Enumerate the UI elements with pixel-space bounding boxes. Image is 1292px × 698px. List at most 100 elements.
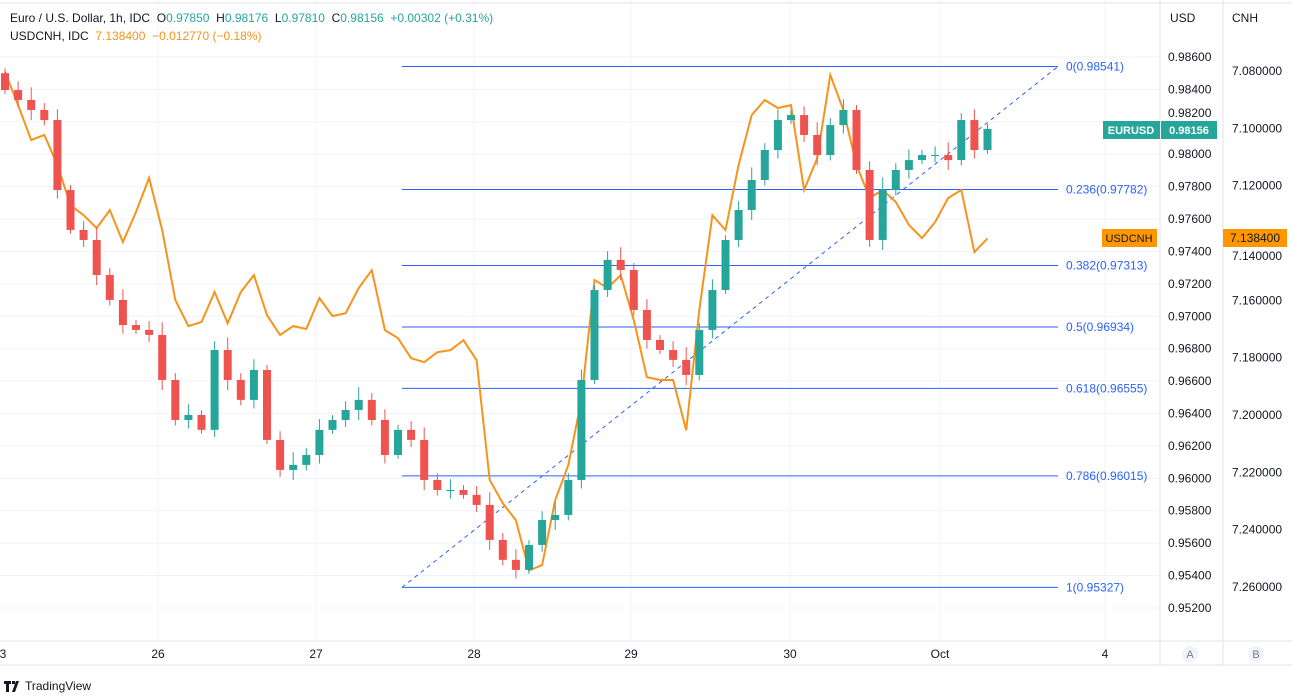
candle-down [263, 365, 271, 444]
cnh-tick-label: 7.120000 [1232, 179, 1282, 193]
candle-down [118, 289, 127, 334]
fib-level-label: 0.618(0.96555) [1066, 381, 1147, 395]
cnh-axis[interactable]: 7.080000 7.100000 7.120000 7.140000 7.160000… [1232, 64, 1282, 594]
candle-body [918, 155, 926, 161]
candle-up [249, 359, 258, 409]
candle-body [485, 504, 494, 540]
candle-body [577, 379, 586, 480]
candle-down [236, 373, 245, 406]
grid [0, 0, 1160, 641]
usdcnh-price-badge: USDCNH 7.138400 [1102, 229, 1287, 247]
candle-body [616, 259, 625, 270]
candle-down [669, 341, 678, 367]
candle-body [904, 160, 913, 170]
candle-down [459, 485, 468, 499]
candle-body [407, 429, 416, 440]
candle-down [223, 337, 232, 391]
eurusd-badge-price: 0.98156 [1169, 125, 1209, 137]
usd-tick-label: 0.98200 [1168, 106, 1212, 120]
usd-tick-label: 0.95200 [1168, 601, 1212, 615]
candle-up [931, 146, 940, 163]
candle-body [92, 239, 101, 275]
open-label: O [156, 11, 167, 25]
scale-b-button[interactable]: B [1248, 646, 1264, 662]
low-label: L [274, 11, 282, 25]
candle-down [485, 492, 494, 551]
main-series-legend[interactable]: Euro / U.S. Dollar, 1h, IDC O0.97850 H0.… [10, 11, 493, 25]
candle-body [931, 155, 940, 157]
candle-up [826, 118, 835, 161]
usd-tick-label: 0.95400 [1168, 569, 1212, 583]
candle-down [40, 103, 49, 126]
candle-body [970, 120, 979, 151]
candle-down [865, 161, 874, 247]
candle-up [184, 404, 193, 429]
candle-body [603, 259, 612, 291]
candle-down [433, 473, 442, 496]
candle-down [800, 106, 809, 142]
candle-up [590, 285, 599, 384]
candle-body [826, 125, 835, 156]
candle-body [132, 325, 140, 330]
candle-body [656, 339, 664, 350]
candle-body [40, 109, 49, 121]
cnh-tick-label: 7.140000 [1232, 249, 1282, 263]
candle-body [800, 115, 809, 135]
candle-body [944, 155, 953, 161]
cnh-tick-label: 7.080000 [1232, 64, 1282, 78]
scale-b-label: B [1252, 649, 1259, 661]
fib-level-label: 0.786(0.96015) [1066, 469, 1147, 483]
candle-body [511, 559, 520, 570]
usd-tick-label: 0.97600 [1168, 212, 1212, 226]
cnh-tick-label: 7.160000 [1232, 293, 1282, 307]
compare-series-legend[interactable]: USDCNH, IDC 7.138400 −0.012770 (−0.18%) [10, 29, 262, 43]
candle-down [944, 142, 953, 171]
cnh-tick-label: 7.240000 [1232, 523, 1282, 537]
candle-body [66, 190, 75, 230]
candle-body [498, 539, 507, 560]
close-label: C [331, 11, 341, 25]
time-axis[interactable]: 3 26 27 28 29 30 Oct 4 [0, 647, 1109, 661]
candle-up [328, 415, 337, 434]
usd-tick-label: 0.96200 [1168, 439, 1212, 453]
usdcnh-badge-price: 7.138400 [1230, 231, 1280, 245]
cnh-tick-label: 7.260000 [1232, 580, 1282, 594]
usd-tick-label: 0.96000 [1168, 471, 1212, 485]
fibonacci-retracement[interactable]: 0(0.98541) 0.236(0.97782) 0.382(0.97313) 0.… [401, 60, 1147, 595]
compare-title: USDCNH, IDC [10, 29, 89, 43]
price-change: +0.00302 (+0.31%) [390, 11, 494, 25]
usd-tick-label: 0.98400 [1168, 82, 1212, 96]
price-chart[interactable]: 0(0.98541) 0.236(0.97782) 0.382(0.97313) 0.… [0, 0, 1292, 670]
usd-tick-label: 0.98600 [1168, 50, 1212, 64]
scale-a-label: A [1186, 649, 1194, 661]
usd-tick-label: 0.97400 [1168, 244, 1212, 258]
candle-down [813, 122, 822, 166]
candle-down [407, 421, 416, 447]
candle-body [538, 519, 547, 545]
candle-up [577, 369, 586, 489]
candle-up [341, 401, 350, 427]
time-tick-label: 27 [309, 647, 323, 661]
candle-body [27, 99, 36, 110]
candle-up [904, 149, 913, 179]
tradingview-icon [4, 680, 19, 692]
usd-tick-label: 0.95600 [1168, 536, 1212, 550]
compare-change: −0.012770 (−0.18%) [152, 29, 262, 43]
candle-up [721, 235, 730, 294]
candle-body [184, 414, 193, 420]
fib-level-label: 0.382(0.97313) [1066, 259, 1147, 273]
candle-body [236, 379, 245, 400]
candle-body [682, 359, 691, 375]
tradingview-logo[interactable]: TradingView [4, 679, 91, 693]
candle-up [839, 99, 848, 134]
candle-body [642, 309, 651, 340]
candle-down [14, 81, 23, 107]
candle-down [498, 533, 507, 566]
usd-tick-label: 0.97200 [1168, 277, 1212, 291]
candle-body [852, 109, 861, 170]
scale-a-button[interactable]: A [1182, 646, 1198, 662]
candle-down [472, 486, 481, 512]
time-tick-label: 4 [1102, 647, 1109, 661]
usd-axis[interactable]: 0.95200 0.95400 0.95600 0.95800 0.96000 0.962… [1168, 50, 1212, 615]
candle-up [983, 124, 992, 154]
